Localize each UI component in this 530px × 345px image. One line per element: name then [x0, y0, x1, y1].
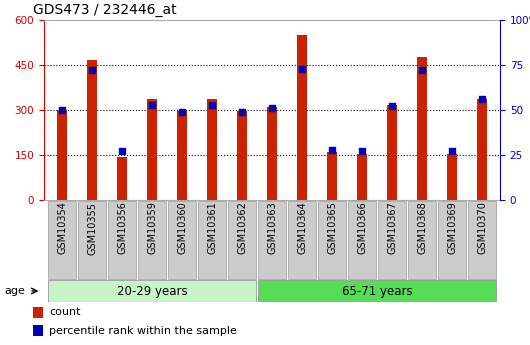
Bar	[108, 201, 136, 279]
Bar	[408, 201, 436, 279]
Bar	[87, 60, 97, 200]
Bar	[48, 280, 257, 302]
Bar	[33, 307, 43, 318]
Point	[178, 109, 186, 115]
Text: GSM10360: GSM10360	[177, 201, 187, 254]
Bar	[377, 201, 407, 279]
Text: count: count	[49, 307, 81, 317]
Bar	[147, 99, 157, 200]
Bar	[477, 99, 487, 200]
Point	[238, 109, 246, 115]
Text: GSM10368: GSM10368	[417, 201, 427, 254]
Text: GSM10356: GSM10356	[117, 201, 127, 255]
Bar	[57, 110, 67, 200]
Bar	[33, 325, 43, 336]
Text: GSM10369: GSM10369	[447, 201, 457, 254]
Bar	[258, 201, 286, 279]
Bar	[77, 201, 107, 279]
Text: GSM10361: GSM10361	[207, 201, 217, 254]
Point	[268, 106, 276, 111]
Bar	[176, 111, 187, 200]
Bar	[447, 154, 457, 200]
Point	[418, 68, 426, 73]
Bar	[288, 201, 316, 279]
Text: GSM10362: GSM10362	[237, 201, 247, 255]
Point	[88, 68, 96, 73]
Text: 65-71 years: 65-71 years	[342, 285, 412, 297]
Bar	[117, 157, 127, 200]
Point	[328, 147, 336, 152]
Bar	[297, 35, 307, 200]
Bar	[267, 107, 277, 200]
Text: 20-29 years: 20-29 years	[117, 285, 187, 297]
Bar	[237, 111, 248, 200]
Bar	[138, 201, 166, 279]
Point	[478, 97, 486, 102]
Bar	[167, 201, 197, 279]
Text: GSM10363: GSM10363	[267, 201, 277, 254]
Text: GSM10359: GSM10359	[147, 201, 157, 255]
Point	[448, 149, 456, 154]
Point	[358, 149, 366, 154]
Text: GSM10370: GSM10370	[477, 201, 487, 255]
Bar	[417, 58, 427, 200]
Text: GSM10355: GSM10355	[87, 201, 97, 255]
Bar	[48, 201, 76, 279]
Bar	[387, 106, 398, 200]
Text: age: age	[4, 286, 25, 296]
Bar	[327, 152, 337, 200]
Bar	[348, 201, 376, 279]
Bar	[258, 280, 497, 302]
Bar	[317, 201, 347, 279]
Point	[208, 102, 216, 107]
Bar	[198, 201, 226, 279]
Bar	[467, 201, 497, 279]
Bar	[357, 154, 367, 200]
Text: GSM10364: GSM10364	[297, 201, 307, 254]
Point	[298, 66, 306, 71]
Text: GSM10367: GSM10367	[387, 201, 397, 255]
Text: GDS473 / 232446_at: GDS473 / 232446_at	[33, 2, 177, 17]
Point	[58, 107, 66, 113]
Bar	[438, 201, 466, 279]
Text: GSM10365: GSM10365	[327, 201, 337, 255]
Bar	[207, 99, 217, 200]
Point	[388, 104, 396, 109]
Bar	[227, 201, 257, 279]
Text: GSM10366: GSM10366	[357, 201, 367, 254]
Text: GSM10354: GSM10354	[57, 201, 67, 255]
Point	[118, 149, 126, 154]
Text: percentile rank within the sample: percentile rank within the sample	[49, 325, 237, 335]
Point	[148, 102, 156, 107]
